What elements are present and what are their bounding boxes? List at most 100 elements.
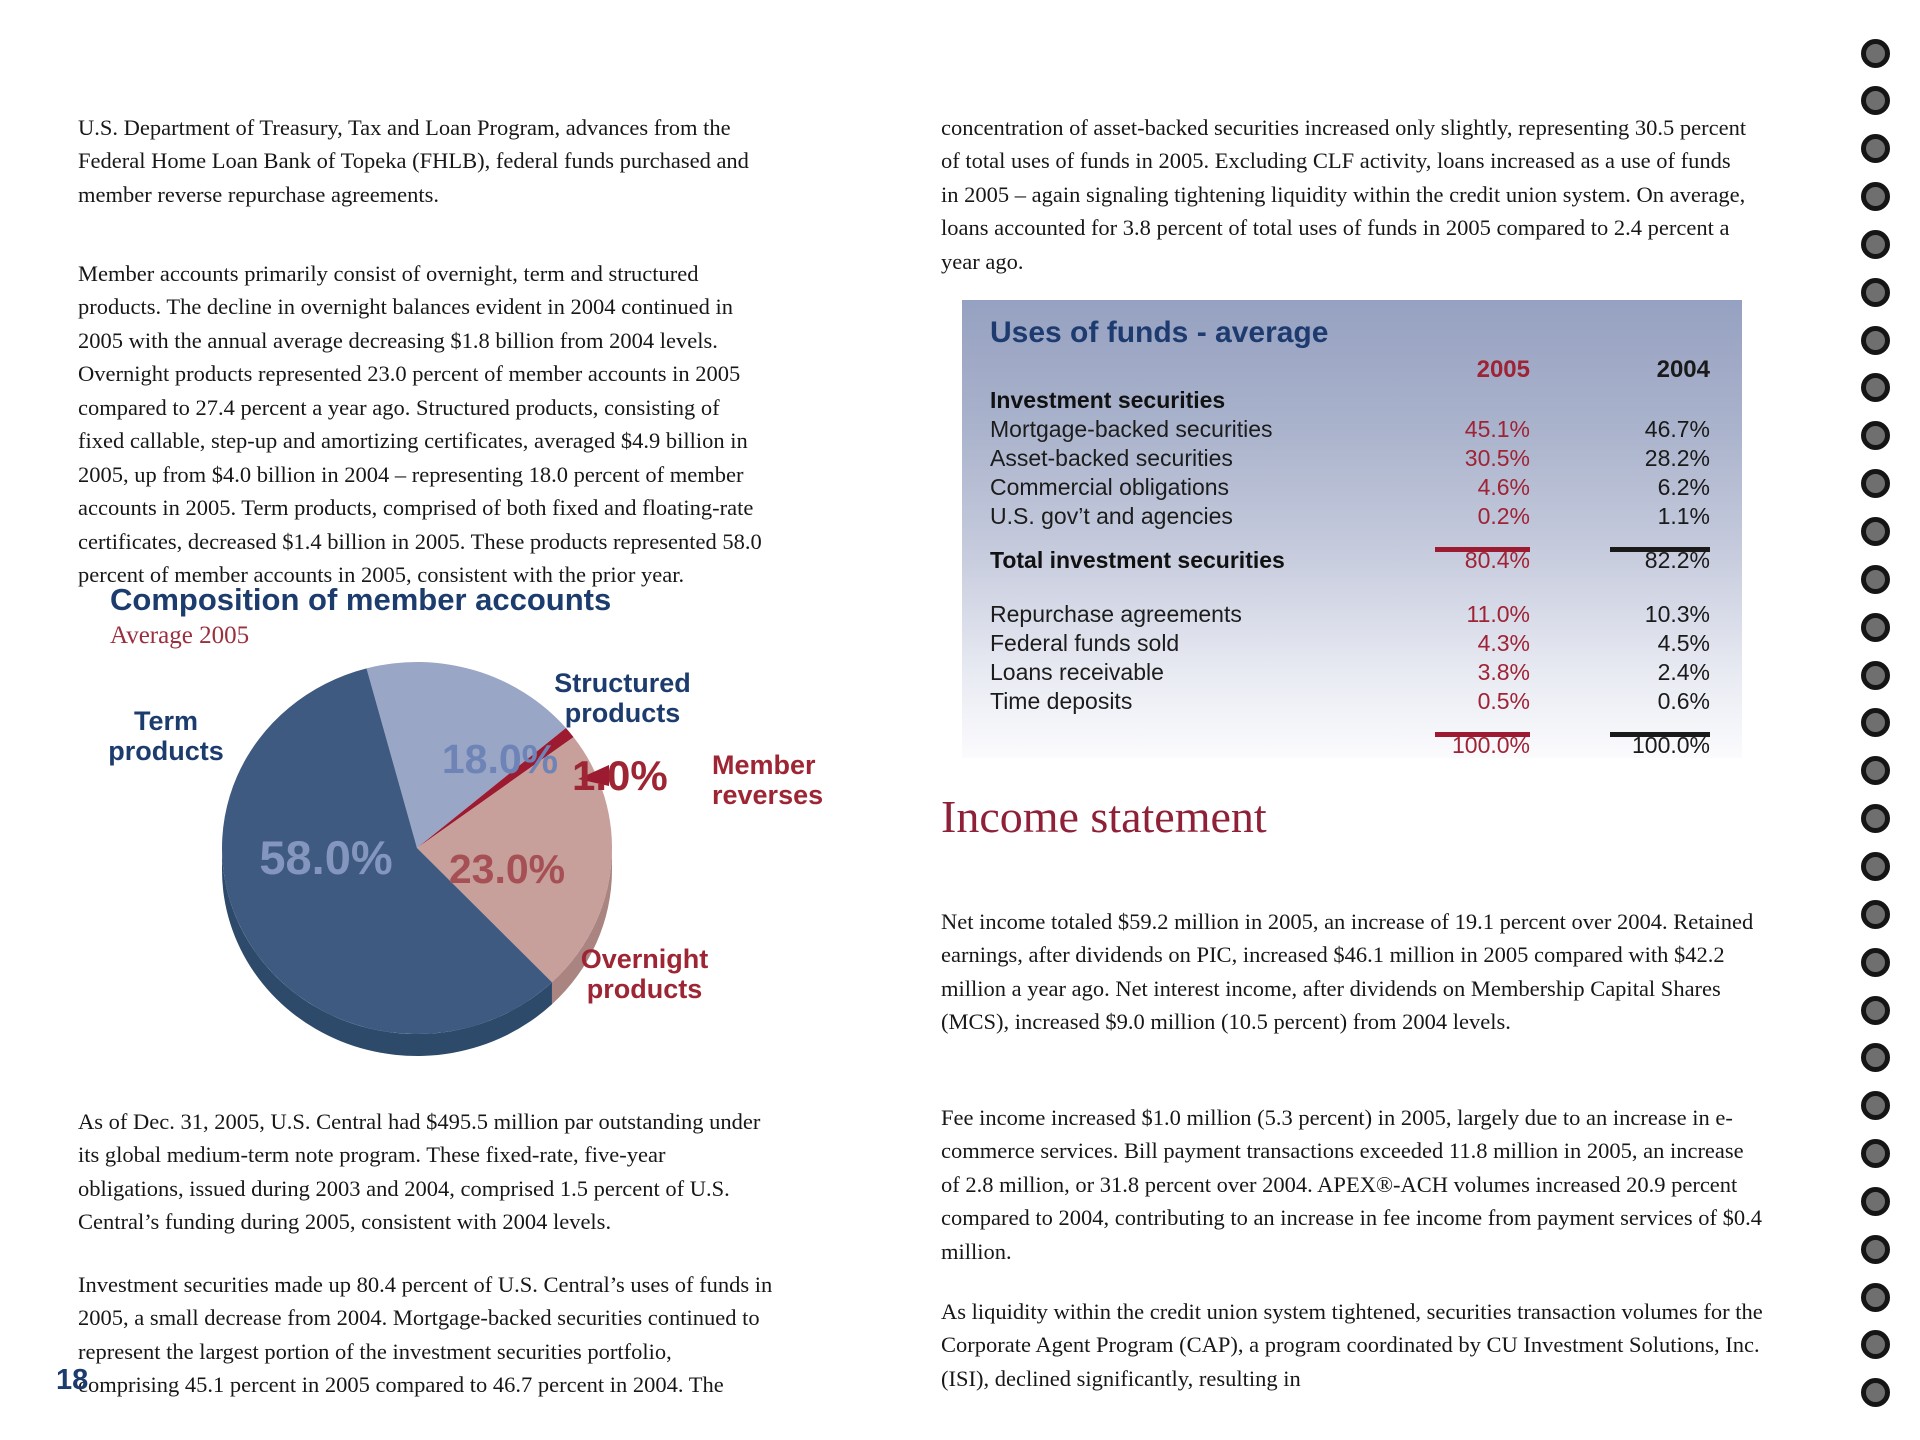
binding-hole-icon [1861, 660, 1890, 690]
binding-hole-icon [1861, 1186, 1890, 1216]
value-2004: 10.3% [1644, 601, 1710, 627]
chart-title: Composition of member accounts [110, 582, 612, 617]
row-label: Mortgage-backed securities [990, 416, 1273, 442]
binding-hole-icon [1861, 86, 1890, 116]
table-total-row: 100.0% 100.0% [990, 729, 1710, 761]
pie-slice [417, 737, 613, 983]
value-2004: 1.1% [1657, 503, 1710, 529]
binding-hole-icon [1861, 947, 1890, 977]
composition-pie-chart: Composition of member accounts Average 2… [78, 580, 878, 1070]
label-term-products: Term products [108, 706, 224, 766]
row-label: Federal funds sold [990, 630, 1180, 656]
label-structured-products: Structured products [554, 668, 691, 728]
paragraph-investment-securities: Investment securities made up 80.4 perce… [78, 1271, 773, 1398]
table-row: Time deposits 0.5% 0.6% [990, 687, 1710, 716]
binding-hole-icon [1861, 1091, 1890, 1121]
paragraph-fee-income: Fee income increased $1.0 million (5.3 p… [941, 1104, 1762, 1264]
pie-rim [221, 848, 552, 1057]
value-2004: 0.6% [1657, 688, 1710, 714]
paragraph-net-income: Net income totaled $59.2 million in 2005… [941, 908, 1754, 1035]
value-overnight-pct: 23.0% [448, 846, 566, 892]
value-2004: 46.7% [1644, 416, 1710, 442]
pie-slice [366, 662, 566, 848]
table-row: Loans receivable 3.8% 2.4% [990, 658, 1710, 687]
binding-hole-icon [1861, 851, 1890, 881]
rule-cell-2004 [1530, 716, 1710, 743]
binding-hole-icon [1861, 756, 1890, 786]
value-2005: 4.6% [1477, 474, 1530, 500]
value-2005: 11.0% [1466, 601, 1530, 627]
paragraph-treasury: U.S. Department of Treasury, Tax and Loa… [78, 114, 749, 207]
total-2005: 100.0% [1451, 732, 1530, 758]
binding-hole-icon [1861, 1043, 1890, 1073]
income-statement-heading: Income statement [941, 791, 1267, 842]
pie-slice [417, 727, 574, 848]
paragraph-liquidity: As liquidity within the credit union sys… [941, 1298, 1763, 1391]
binding-hole-icon [1861, 708, 1890, 738]
pie-rim [551, 848, 612, 1005]
table-row: Repurchase agreements 11.0% 10.3% [990, 600, 1710, 629]
value-2005: 30.5% [1464, 445, 1530, 471]
column-header-2004: 2004 [1656, 356, 1710, 383]
value-2005: 0.2% [1477, 503, 1530, 529]
binding-hole-icon [1861, 325, 1890, 355]
value-2005: 3.8% [1477, 659, 1530, 685]
page-number: 18 [56, 1364, 89, 1396]
total-2004: 82.2% [1644, 547, 1710, 573]
binding-hole-icon [1861, 421, 1890, 451]
table-header-row: 2005 2004 [990, 354, 1710, 386]
row-label: U.S. gov’t and agencies [990, 503, 1233, 529]
value-2005: 45.1% [1464, 416, 1530, 442]
value-2004: 28.2% [1644, 445, 1710, 471]
table-row: Commercial obligations 4.6% 6.2% [990, 473, 1710, 502]
row-label: Repurchase agreements [990, 601, 1242, 627]
value-2005: 0.5% [1477, 688, 1530, 714]
binding-hole-icon [1861, 38, 1890, 68]
label-member-reverses: Member reverses [712, 750, 824, 810]
row-label: Asset-backed securities [990, 445, 1233, 471]
rule-2004 [1610, 547, 1710, 552]
binding-hole-icon [1861, 1282, 1890, 1312]
rule-cell-2005 [1410, 531, 1530, 558]
callout-arrow-icon [578, 765, 609, 786]
value-member-reverses-pct: 1.0% [572, 752, 668, 799]
binding-hole-icon [1861, 229, 1890, 259]
table-section-spacer [990, 576, 1710, 600]
table-rule-row [990, 531, 1710, 552]
paragraph-medium-term-notes: As of Dec. 31, 2005, U.S. Central had $4… [78, 1108, 761, 1235]
table-row: Mortgage-backed securities 45.1% 46.7% [990, 415, 1710, 444]
binding-hole-icon [1861, 1139, 1890, 1169]
value-2004: 4.5% [1657, 630, 1710, 656]
value-term-pct: 58.0% [259, 831, 393, 884]
chart-subtitle: Average 2005 [110, 622, 250, 649]
pie-chart-graphic [221, 662, 613, 1057]
binding-hole-icon [1861, 517, 1890, 546]
table-row: Federal funds sold 4.3% 4.5% [990, 629, 1710, 658]
binding-hole-icon [1861, 134, 1890, 164]
rule-2004 [1610, 732, 1710, 737]
pie-slice [222, 668, 552, 1035]
binding-hole-icon [1861, 1234, 1890, 1264]
binding-hole-icon [1861, 804, 1890, 834]
value-structured-pct: 18.0% [441, 736, 559, 782]
rule-cell-2004 [1530, 531, 1710, 558]
total-2004: 100.0% [1631, 732, 1710, 758]
value-2005: 4.3% [1477, 630, 1530, 656]
rule-cell-2005 [1410, 716, 1530, 743]
binding-hole-icon [1861, 469, 1890, 499]
table-total-row: Total investment securities 80.4% 82.2% [990, 544, 1710, 576]
binding-hole-icon [1861, 899, 1890, 929]
binding-hole-icon [1861, 612, 1890, 642]
column-header-2005: 2005 [1476, 356, 1530, 383]
table-section-header: Investment securities [990, 386, 1710, 415]
binding-hole-icon [1861, 373, 1890, 403]
binding-hole-icon [1861, 277, 1890, 307]
table-rule-row [990, 716, 1710, 737]
uses-of-funds-table: Uses of funds - average 2005 2004 Investme… [962, 300, 1742, 758]
label-overnight-products: Overnight products [580, 944, 709, 1004]
total-2005: 80.4% [1464, 547, 1530, 573]
binding-hole-icon [1861, 1330, 1890, 1360]
table-row: Asset-backed securities 30.5% 28.2% [990, 444, 1710, 473]
paragraph-member-accounts: Member accounts primarily consist of ove… [78, 260, 762, 588]
